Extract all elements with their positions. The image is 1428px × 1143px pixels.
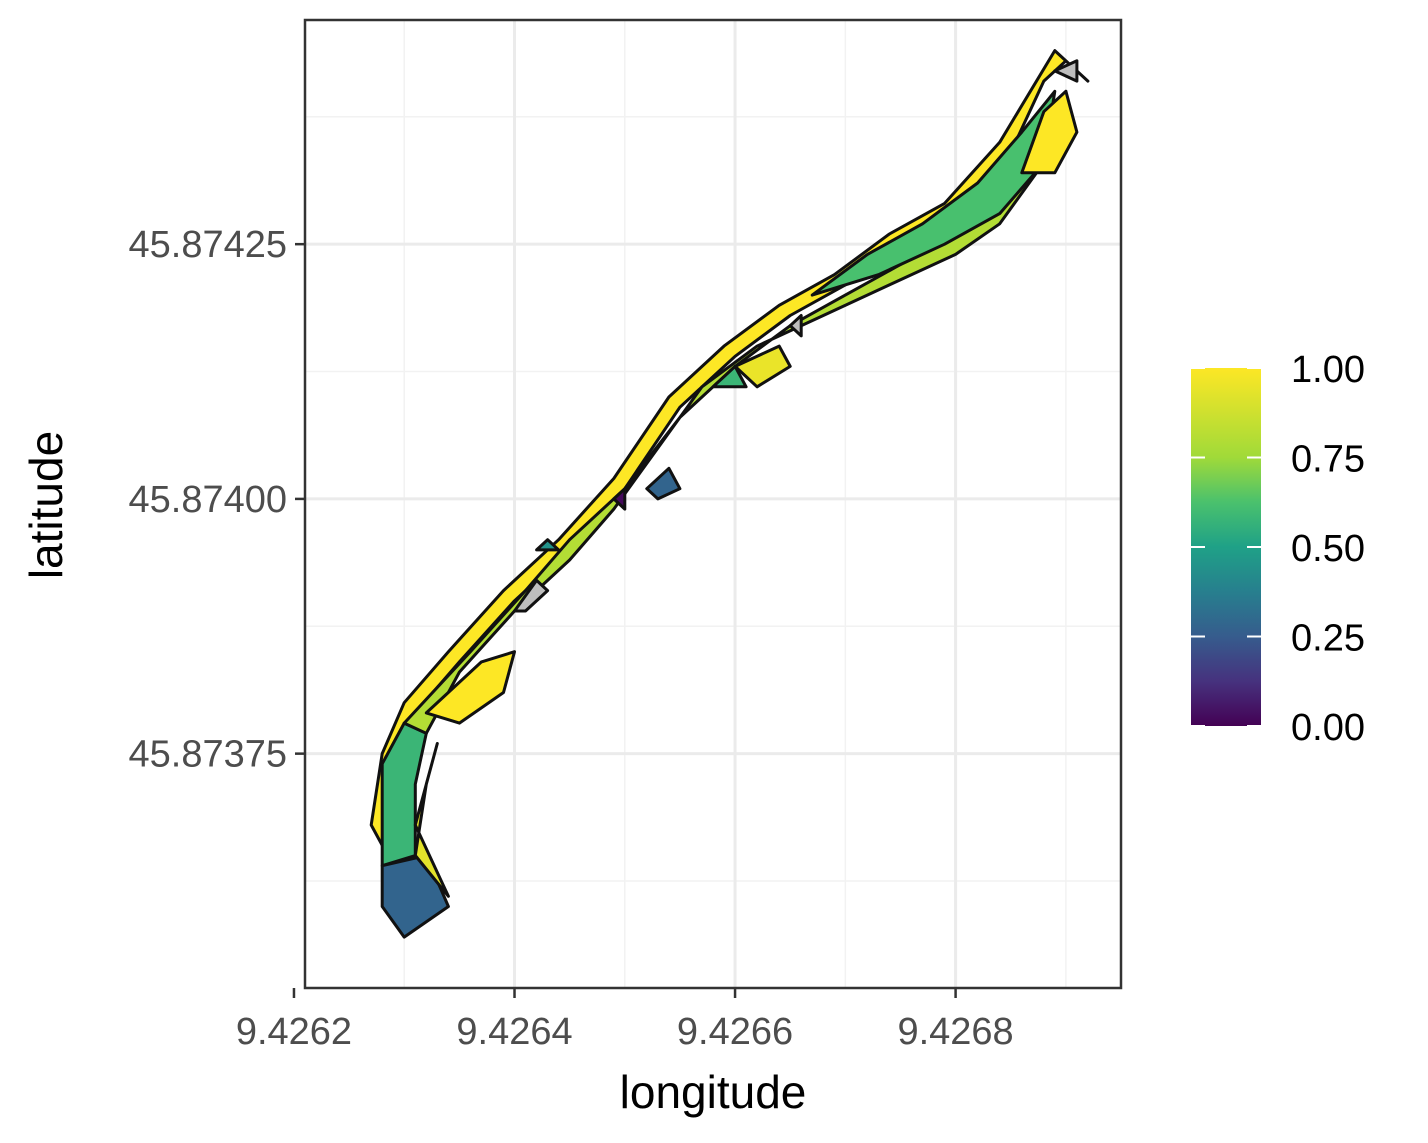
legend-label: 0.25: [1291, 618, 1365, 660]
legend-label: 0.75: [1291, 439, 1365, 481]
map-polygon: [413, 742, 450, 898]
legend-label: 0.50: [1291, 528, 1365, 570]
legend-label: 0.00: [1291, 707, 1365, 749]
map-polygon: [733, 344, 792, 389]
y-axis: 45.87375 45.87400 45.87425: [129, 224, 305, 776]
map-polygon: [1020, 89, 1079, 175]
major-gridlines: [305, 20, 1121, 988]
x-axis-title: longitude: [620, 1066, 807, 1118]
map-polygon-na: [1053, 59, 1079, 83]
map-polygon: [424, 650, 516, 725]
map-polygon: [711, 364, 748, 389]
y-tick-label: 45.87425: [129, 224, 288, 266]
legend: 0.00 0.25 0.50 0.75 1.00: [1191, 349, 1365, 749]
x-tick-label: 9.4268: [897, 1011, 1013, 1053]
y-axis-title: latitude: [20, 431, 72, 579]
legend-label: 1.00: [1291, 349, 1365, 391]
map-polygon: [645, 466, 682, 501]
x-tick-label: 9.4264: [456, 1011, 572, 1053]
map-polygon-na: [788, 314, 803, 338]
x-axis: 9.4262 9.4264 9.4266 9.4268: [236, 988, 1014, 1053]
map-polygon: [535, 538, 561, 552]
y-tick-label: 45.87375: [129, 734, 288, 776]
map-polygon: [810, 89, 1057, 297]
x-tick-label: 9.4262: [236, 1011, 352, 1053]
legend-ticks: 0.00 0.25 0.50 0.75 1.00: [1191, 349, 1365, 749]
panel-border: [303, 18, 1123, 990]
x-tick-label: 9.4266: [677, 1011, 793, 1053]
map-polygons: [369, 49, 1090, 939]
y-tick-label: 45.87400: [129, 479, 288, 521]
map-polygon-na: [513, 578, 550, 613]
map-polygon: [612, 487, 627, 511]
